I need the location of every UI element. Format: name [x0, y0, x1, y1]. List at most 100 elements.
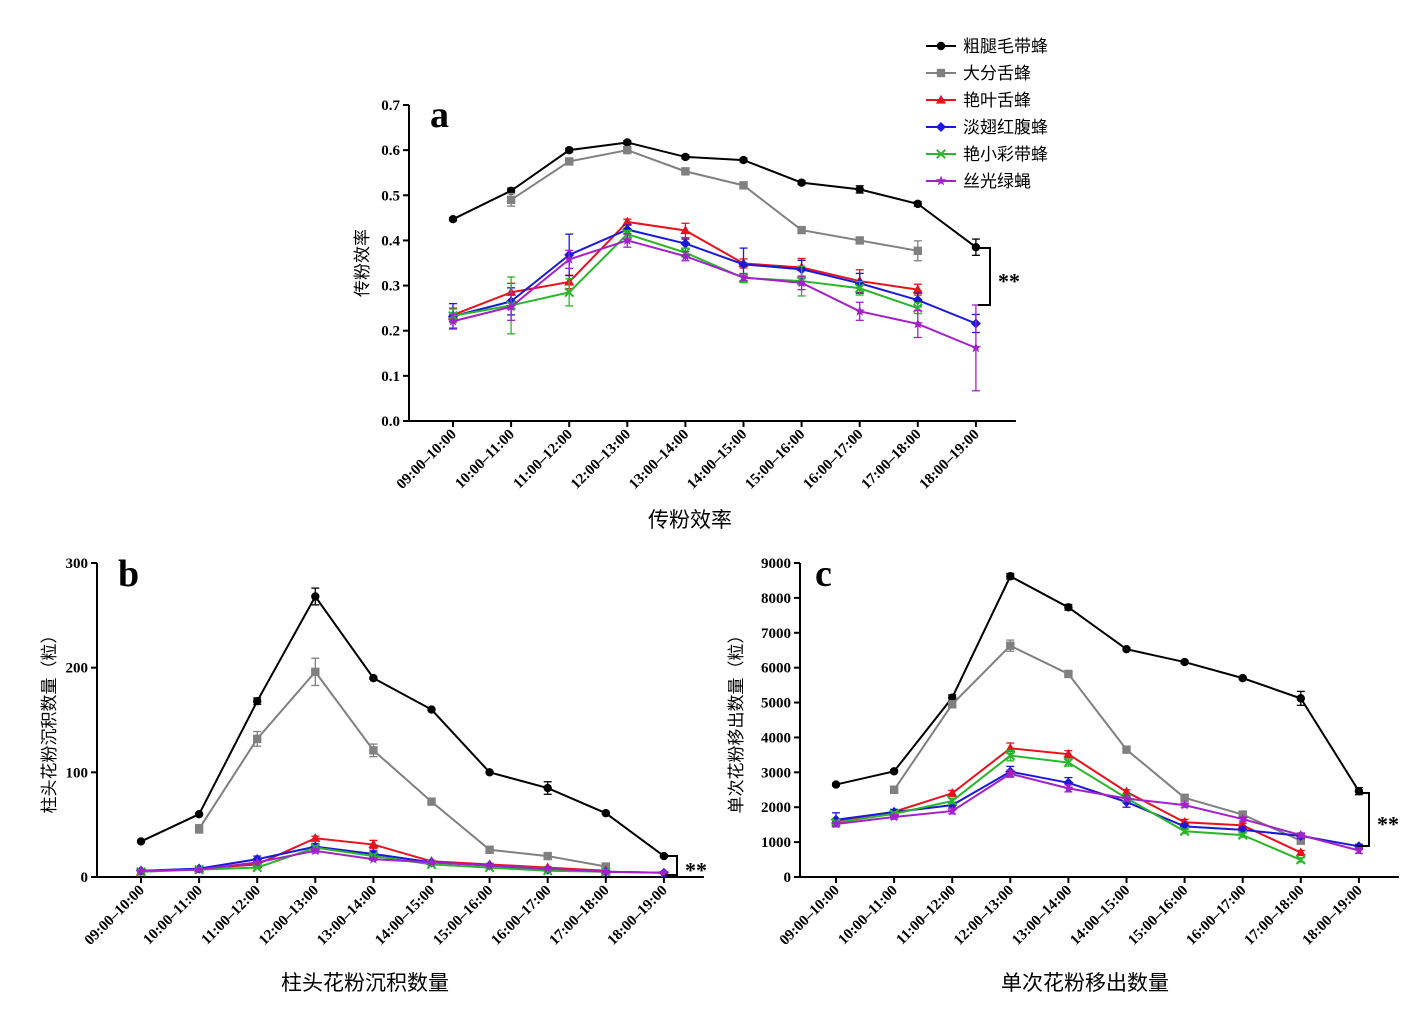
data-point: [947, 796, 958, 806]
data-point: [1295, 847, 1306, 857]
y-tick-label: 5000: [761, 696, 791, 712]
data-point: [565, 157, 574, 166]
data-point: [830, 818, 842, 829]
legend-marker: [936, 68, 946, 78]
legend-label: 大分舌蜂: [963, 64, 1031, 84]
data-point: [253, 734, 262, 744]
x-tick-label: 14:00–15:00: [684, 427, 750, 493]
data-point: [485, 845, 494, 854]
data-point: [681, 167, 690, 176]
series-star: [830, 768, 1365, 855]
x-tick-label: 13:00–14:00: [626, 427, 692, 493]
data-point: [738, 271, 749, 282]
x-tick-label: 12:00–13:00: [256, 883, 322, 949]
data-point: [564, 287, 575, 298]
data-point: [738, 259, 749, 270]
data-point: [310, 833, 321, 842]
data-point: [948, 700, 957, 709]
y-tick-label: 7000: [761, 626, 791, 642]
data-point: [680, 238, 691, 249]
data-point: [623, 138, 632, 147]
legend-item: 大分舌蜂: [926, 64, 1031, 84]
y-tick-label: 1000: [761, 835, 791, 851]
data-point: [1005, 750, 1016, 761]
data-point: [600, 866, 611, 877]
data-point: [1121, 793, 1132, 803]
x-tick-label: 13:00–14:00: [314, 883, 380, 949]
data-point: [797, 225, 806, 235]
legend-label: 艳叶舌蜂: [963, 91, 1031, 111]
data-point: [427, 797, 436, 806]
y-tick-label: 300: [66, 556, 89, 572]
y-tick-label: 200: [66, 661, 89, 677]
data-point: [1179, 799, 1190, 810]
data-point: [622, 216, 633, 226]
data-point: [193, 864, 205, 875]
data-point: [1121, 786, 1132, 796]
data-point: [427, 705, 436, 714]
data-point: [1005, 743, 1016, 752]
data-point: [854, 283, 865, 294]
data-point: [194, 810, 204, 819]
y-tick-label: 3000: [761, 765, 791, 781]
data-point: [912, 318, 923, 329]
data-point: [913, 246, 922, 256]
legend-label: 淡翅红腹蜂: [963, 118, 1048, 138]
series-line: [893, 644, 1302, 842]
data-point: [1122, 745, 1131, 754]
data-point: [543, 851, 552, 861]
data-point: [947, 788, 958, 797]
data-point: [680, 225, 691, 235]
data-point: [739, 181, 748, 190]
significance-label: **: [1377, 812, 1399, 837]
data-point: [252, 862, 263, 873]
legend-item: 艳小彩带蜂: [926, 145, 1048, 165]
data-point: [1238, 673, 1247, 683]
x-tick-label: 12:00–13:00: [951, 883, 1017, 949]
x-tick-label: 09:00–10:00: [394, 427, 460, 493]
data-point: [1063, 782, 1074, 793]
data-point: [135, 865, 147, 876]
data-point: [854, 305, 865, 316]
data-point: [426, 856, 437, 867]
x-tick-label: 11:00–12:00: [198, 883, 264, 949]
x-tick-label: 11:00–12:00: [893, 883, 959, 949]
data-point: [253, 696, 262, 706]
data-point: [1006, 572, 1015, 581]
data-point: [1180, 657, 1189, 667]
y-tick-label: 0: [784, 870, 792, 886]
significance-bracket: **: [665, 855, 707, 883]
data-point: [796, 277, 807, 288]
legend-marker: [935, 121, 947, 133]
data-point: [506, 195, 516, 204]
y-tick-label: 0.2: [381, 324, 400, 340]
data-point: [947, 805, 958, 816]
data-point: [889, 785, 899, 794]
panel-label: a: [430, 94, 449, 136]
data-point: [369, 746, 378, 755]
data-point: [739, 155, 748, 165]
data-point: [831, 780, 841, 789]
data-point: [484, 860, 495, 870]
data-point: [1180, 793, 1189, 803]
series-circle: [136, 587, 669, 861]
x-tick-label: 18:00–19:00: [605, 883, 671, 949]
legend-label: 丝光绿蝇: [963, 172, 1031, 192]
y-axis-label: 单次花粉移出数量（粒）: [727, 627, 747, 814]
data-point: [1064, 603, 1073, 612]
data-point: [310, 845, 321, 856]
y-axis-label: 柱头花粉沉积数量（粒）: [40, 627, 60, 814]
panel-c: 0 1000 2000 3000 4000 5000 6000 7000 8000 9000 09:…: [727, 553, 1399, 995]
series-line: [452, 141, 977, 249]
data-point: [448, 215, 458, 224]
x-tick-label: 17:00–18:00: [859, 427, 925, 493]
data-point: [658, 867, 670, 878]
series-diamond: [830, 765, 1364, 852]
x-tick-label: 13:00–14:00: [1009, 883, 1075, 949]
y-tick-label: 0.4: [381, 233, 400, 249]
x-tick-label: 18:00–19:00: [917, 427, 983, 493]
data-point: [369, 673, 378, 683]
data-point: [1237, 813, 1248, 824]
